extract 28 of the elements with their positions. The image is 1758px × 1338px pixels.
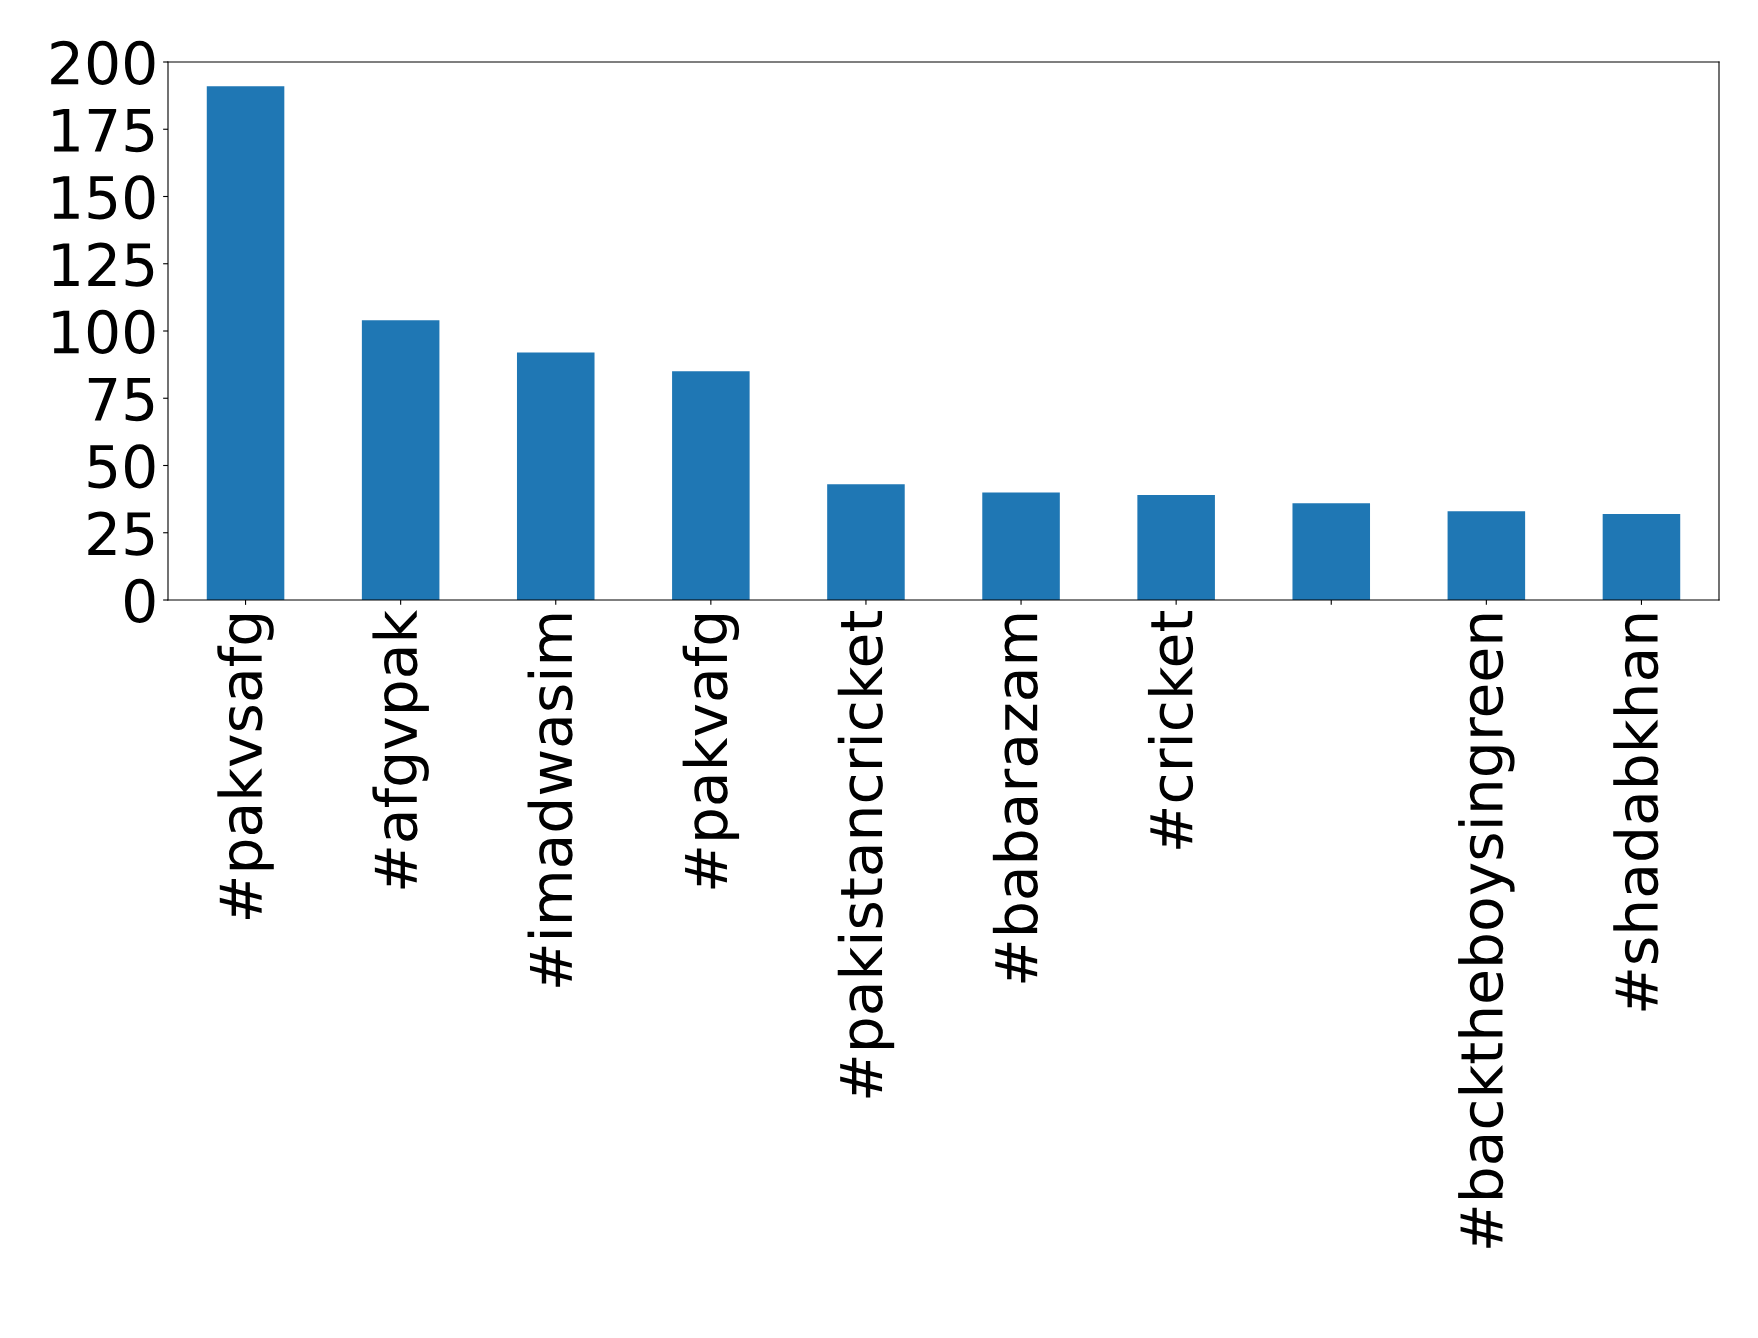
y-tick-label: 50 <box>88 444 155 489</box>
bar <box>206 86 285 600</box>
y-tick-label: 150 <box>53 175 155 220</box>
x-tick-label: #pakvsafg <box>217 615 274 919</box>
x-tick-label: #babarazam <box>992 614 1038 983</box>
x-tick-label: #imadwasim <box>527 614 573 987</box>
y-tick-label: 25 <box>88 511 154 556</box>
bar <box>827 484 905 600</box>
bar <box>361 320 440 600</box>
x-tick-label: #afgvpak <box>372 609 429 889</box>
y-tick-label: 175 <box>53 108 154 153</box>
y-tick-label: 100 <box>53 309 155 354</box>
bar <box>1602 513 1681 600</box>
x-tick-label: #shadabkhan <box>1613 614 1659 1011</box>
y-tick-label: 125 <box>53 242 154 287</box>
y-tick-label: 0 <box>125 578 155 623</box>
bar <box>672 371 750 600</box>
bar <box>982 492 1060 600</box>
x-tick-label: #cricket <box>1147 611 1194 849</box>
x-tick-label: #pakvafg <box>682 615 740 889</box>
bar <box>1137 495 1215 600</box>
bar <box>1292 503 1371 600</box>
y-tick-label: 75 <box>88 377 154 422</box>
bar <box>516 352 595 600</box>
bar <box>1447 511 1526 600</box>
x-tick-label: #pakistancricket <box>837 611 895 1098</box>
y-tick-label: 200 <box>51 40 155 85</box>
x-tick-label: #backtheboysingreen <box>1458 614 1515 1248</box>
